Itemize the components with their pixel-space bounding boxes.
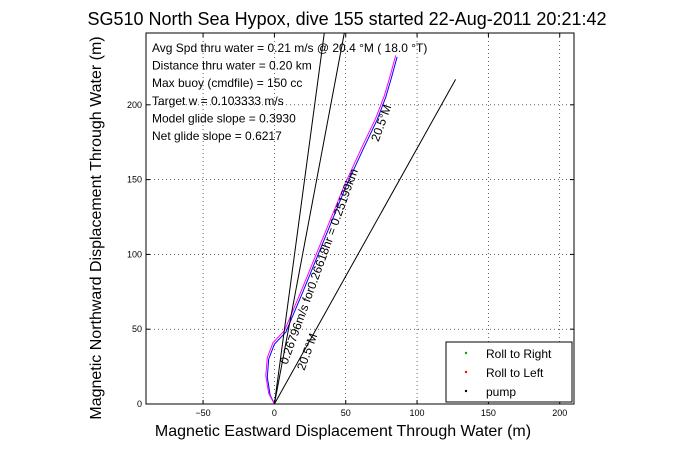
- legend-marker-1: [464, 370, 468, 374]
- inline-labels: 20.5°M0.26796m/s for0.26618hr = 0.25199k…: [277, 103, 395, 373]
- legend: Roll to Right Roll to Left pump: [445, 341, 573, 403]
- annotation-line-5: Net glide slope = 0.6217: [152, 129, 282, 143]
- annotation-line-0: Avg Spd thru water = 0.21 m/s @ 20.4 °M …: [152, 41, 427, 55]
- legend-entry-0: Roll to Right: [486, 347, 552, 361]
- series-line-7: [273, 32, 325, 405]
- tick-layer: −50 0 50 100 150 200 0 50 100 150 200: [127, 33, 574, 418]
- x-tick-label-0: −50: [195, 408, 210, 418]
- axes-box: [145, 32, 575, 405]
- annotation-line-1: Distance thru water = 0.20 km: [152, 59, 312, 73]
- y-tick-label-1: 50: [132, 324, 142, 334]
- series-line-6: [273, 32, 345, 405]
- y-tick-label-3: 150: [127, 175, 142, 185]
- x-axis-label: Magnetic Eastward Displacement Through W…: [155, 423, 531, 440]
- y-tick-label-2: 100: [127, 249, 142, 259]
- annotation-line-2: Max buoy (cmdfile) = 150 cc: [152, 76, 302, 90]
- x-tick-label-1: 0: [272, 408, 277, 418]
- x-tick-label-5: 200: [552, 408, 567, 418]
- series-layer: [265, 32, 457, 405]
- legend-entry-1: Roll to Left: [486, 366, 544, 380]
- x-tick-label-4: 150: [481, 408, 496, 418]
- chart-title: SG510 North Sea Hypox, dive 155 started …: [87, 9, 606, 29]
- legend-marker-0: [464, 351, 468, 355]
- legend-marker-2: [464, 389, 468, 393]
- y-tick-label-0: 0: [137, 399, 142, 409]
- legend-entry-2: pump: [486, 385, 516, 399]
- annotation-line-3: Target w = 0.103333 m/s: [152, 94, 284, 108]
- series-line-4: [265, 55, 397, 405]
- annotations-block: Avg Spd thru water = 0.21 m/s @ 20.4 °M …: [152, 41, 427, 143]
- x-tick-label-2: 50: [341, 408, 351, 418]
- y-tick-label-4: 200: [127, 100, 142, 110]
- series-line-5: [273, 79, 457, 405]
- inline-label-2: 20.5°M: [368, 103, 394, 144]
- annotation-line-4: Model glide slope = 0.3930: [152, 111, 296, 125]
- x-tick-label-3: 100: [410, 408, 425, 418]
- series-line-3: [266, 56, 398, 405]
- y-axis-label: Magnetic Northward Displacement Through …: [88, 36, 105, 419]
